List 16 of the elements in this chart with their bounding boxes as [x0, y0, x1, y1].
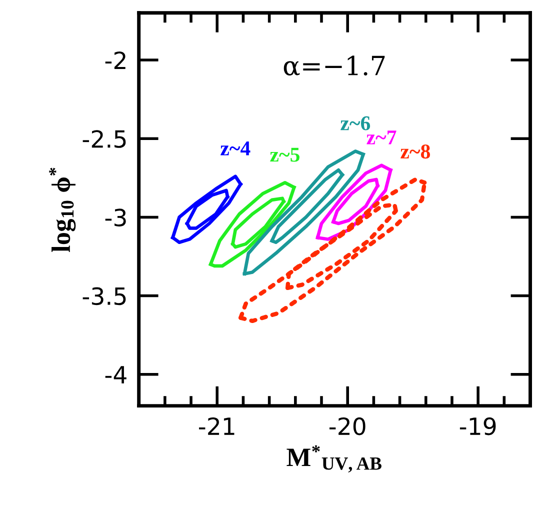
y-tick-label: -3.5	[82, 287, 126, 306]
y-tick-label: -3	[105, 208, 126, 227]
x-tick-label: -20	[329, 417, 366, 436]
series-label: z~6	[340, 116, 370, 130]
y-tick-label: -4	[105, 366, 126, 384]
series-label: z~7	[366, 130, 396, 144]
x-axis-title: M$^{*}$$_{UV,AB}$	[286, 445, 382, 472]
series-label: z~5	[270, 148, 300, 162]
x-tick-label: -21	[198, 417, 234, 435]
series-label: z~8	[400, 144, 430, 159]
annotation: α=−1.7	[284, 56, 385, 76]
y-tick-label: -2.5	[82, 130, 126, 148]
y-tick-label: -2	[105, 51, 126, 69]
y-axis-title: log$_{10}$ ϕ$^{*}$	[49, 168, 76, 252]
series-label: z~4	[220, 142, 250, 156]
x-tick-label: -19	[460, 417, 496, 436]
